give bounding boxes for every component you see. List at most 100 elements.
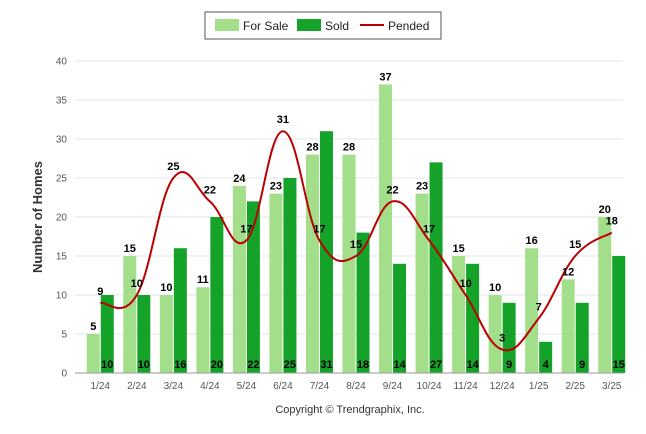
data-label-pended: 17 (240, 223, 252, 235)
data-label-sold: 27 (430, 359, 442, 371)
bar-sold (246, 201, 260, 373)
bar-for-sale (123, 256, 137, 373)
legend-box (204, 11, 442, 40)
data-label-for-sale: 10 (489, 282, 501, 294)
bar-for-sale (342, 154, 356, 373)
data-label-pended: 7 (536, 301, 542, 313)
bar-for-sale (598, 217, 612, 373)
x-tick-label: 12/24 (490, 381, 515, 392)
pended-line (100, 130, 613, 352)
y-tick-label: 15 (56, 252, 68, 263)
bar-sold (356, 232, 370, 373)
data-label-sold: 20 (211, 359, 223, 371)
data-label-sold: 15 (613, 359, 625, 371)
bars (86, 84, 626, 374)
bar-sold (393, 263, 407, 373)
data-label-pended: 17 (313, 223, 325, 235)
data-label-sold: 22 (247, 359, 259, 371)
bar-for-sale (305, 154, 319, 373)
data-label-pended: 3 (499, 333, 505, 345)
data-label-sold: 18 (357, 359, 369, 371)
legend: For Sale Sold Pended (204, 11, 442, 40)
data-label-for-sale: 28 (306, 142, 318, 154)
x-tick-label: 5/24 (237, 381, 257, 392)
data-label-sold: 16 (174, 359, 186, 371)
legend-swatch-for-sale (215, 19, 239, 31)
bar-for-sale (379, 84, 393, 374)
y-tick-label: 10 (56, 291, 68, 302)
data-label-sold: 10 (101, 359, 113, 371)
x-tick-label: 1/24 (91, 381, 111, 392)
x-tick-label: 3/24 (164, 381, 184, 392)
data-label-pended: 25 (167, 161, 179, 173)
data-label-for-sale: 23 (270, 181, 282, 193)
data-label-for-sale: 5 (90, 321, 96, 333)
data-label-sold: 9 (506, 359, 512, 371)
data-label-pended: 22 (386, 184, 398, 196)
x-tick-label: 7/24 (310, 381, 330, 392)
bar-for-sale (232, 185, 246, 373)
data-label-for-sale: 24 (233, 173, 246, 185)
y-axis-label: Number of Homes (30, 161, 45, 273)
legend-label-sold: Sold (325, 19, 349, 33)
data-label-sold: 14 (466, 359, 479, 371)
bar-for-sale (561, 279, 575, 373)
data-label-for-sale: 15 (124, 243, 136, 255)
x-tick-label: 11/24 (453, 381, 478, 392)
bar-sold (283, 178, 297, 373)
bar-sold (466, 263, 480, 373)
bar-for-sale (525, 248, 539, 373)
y-tick-label: 25 (56, 174, 68, 185)
y-tick-label: 40 (56, 57, 68, 68)
bar-sold (137, 295, 151, 373)
bar-for-sale (415, 193, 429, 373)
data-label-for-sale: 37 (379, 71, 391, 83)
bar-sold (612, 256, 626, 373)
data-label-sold: 14 (393, 359, 406, 371)
copyright-text: Copyright © Trendgraphix, Inc. (275, 404, 424, 416)
x-tick-label: 2/25 (565, 381, 585, 392)
y-tick-label: 30 (56, 135, 68, 146)
data-label-pended: 22 (204, 184, 216, 196)
data-label-sold: 25 (284, 359, 296, 371)
y-tick-label: 5 (61, 330, 67, 341)
data-label-for-sale: 20 (599, 204, 611, 216)
x-tick-labels: 1/24 2/24 3/24 4/24 5/24 6/24 7/24 8/24 9/24 10/2… (91, 381, 622, 392)
data-label-sold: 9 (579, 359, 585, 371)
data-label-sold: 10 (138, 359, 150, 371)
y-tick-labels: 0 5 10 15 20 25 30 35 40 (56, 57, 68, 380)
bar-for-sale (269, 193, 283, 373)
data-label-pended: 15 (569, 239, 581, 251)
data-label-pended: 9 (97, 286, 103, 298)
data-label-pended: 18 (606, 216, 618, 228)
legend-swatch-sold (297, 19, 321, 31)
data-label-sold: 31 (320, 359, 332, 371)
y-tick-label: 20 (56, 213, 68, 224)
data-label-pended: 17 (423, 223, 435, 235)
x-tick-label: 6/24 (273, 381, 293, 392)
data-label-for-sale: 10 (160, 282, 172, 294)
data-label-for-sale: 11 (197, 274, 209, 286)
x-tick-label: 8/24 (346, 381, 366, 392)
bar-sold (575, 302, 589, 373)
data-label-pended: 10 (131, 278, 143, 290)
bar-for-sale (488, 295, 502, 373)
bar-for-sale (196, 287, 210, 373)
y-tick-label: 35 (56, 96, 68, 107)
bar-sold (210, 217, 224, 373)
x-tick-label: 4/24 (200, 381, 220, 392)
bar-sold (173, 248, 187, 373)
bar-for-sale (159, 295, 173, 373)
bar-sold (429, 162, 443, 373)
data-label-for-sale: 28 (343, 142, 355, 154)
x-tick-label: 3/25 (602, 381, 622, 392)
data-label-for-sale: 23 (416, 181, 428, 193)
x-tick-label: 10/24 (417, 381, 442, 392)
data-label-sold: 4 (543, 359, 550, 371)
bar-sold (502, 302, 516, 373)
data-label-for-sale: 12 (562, 266, 574, 278)
data-label-pended: 15 (350, 239, 362, 251)
data-label-for-sale: 15 (452, 243, 464, 255)
legend-label-for-sale: For Sale (243, 19, 289, 33)
